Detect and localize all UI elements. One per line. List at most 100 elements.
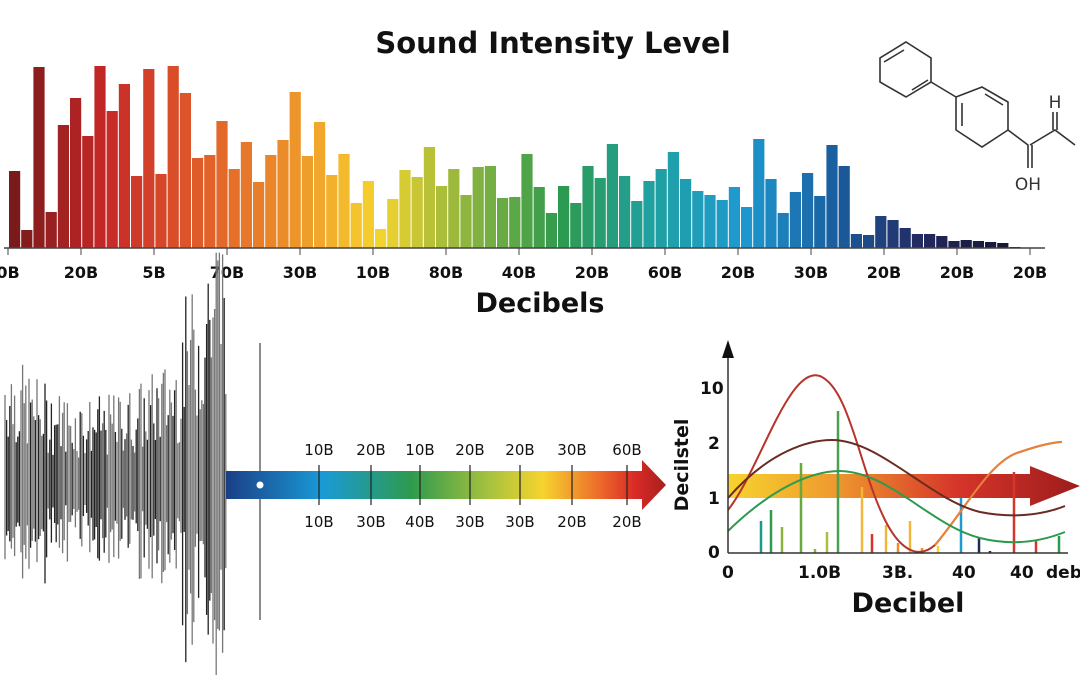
bar <box>789 192 801 248</box>
bar <box>350 203 362 248</box>
bar <box>387 199 399 248</box>
scale-bottom-label: 40B <box>405 513 434 531</box>
bar <box>570 203 582 248</box>
x-tick-label: 70B <box>210 263 244 282</box>
bar <box>948 241 960 248</box>
bar <box>753 139 765 248</box>
bar <box>899 228 911 248</box>
bar <box>143 69 155 248</box>
bar <box>741 207 753 248</box>
bar <box>704 195 716 248</box>
bar <box>814 196 826 248</box>
bar <box>289 92 301 248</box>
scale-marker-dot <box>256 481 264 489</box>
x-tick: 40 <box>1010 563 1034 583</box>
scale-top-label: 10B <box>304 441 333 459</box>
y-axis-arrow-icon <box>722 340 734 358</box>
bar <box>179 93 191 248</box>
bar <box>972 241 984 248</box>
bar <box>338 154 350 248</box>
x-tick-label: 20B <box>867 263 901 282</box>
x-tick-label: 30B <box>794 263 828 282</box>
y-tick: 2 <box>708 434 720 454</box>
x-tick-label: 20B <box>940 263 974 282</box>
bar <box>619 176 631 248</box>
bar <box>423 147 435 248</box>
scale-bottom-label: 30B <box>505 513 534 531</box>
scale-bottom-label: 30B <box>455 513 484 531</box>
bar <box>728 187 740 248</box>
series-line-orange <box>934 441 1063 546</box>
scale-top-label: 20B <box>356 441 385 459</box>
bar <box>509 197 521 248</box>
x-tick-label: 60B <box>648 263 682 282</box>
bar <box>253 182 265 248</box>
y-tick: 1 <box>708 489 720 509</box>
scale-bottom-label: 20B <box>557 513 586 531</box>
waveform <box>4 252 227 675</box>
bar <box>228 169 240 248</box>
x-tick: deb <box>1046 563 1080 583</box>
y-tick: 0 <box>708 543 720 563</box>
bar <box>924 234 936 248</box>
bar <box>582 166 594 248</box>
bar <box>106 111 118 248</box>
scale-bottom-label: 20B <box>612 513 641 531</box>
bar <box>985 242 997 248</box>
series-line-green <box>727 469 1066 544</box>
scale-top-label: 10B <box>405 441 434 459</box>
scale-top-label: 20B <box>455 441 484 459</box>
bar <box>277 140 289 248</box>
bar <box>521 154 533 248</box>
bar <box>680 179 692 248</box>
mini-chart-spikes <box>759 411 1061 553</box>
scale-bottom-label: 30B <box>356 513 385 531</box>
bar <box>887 220 899 248</box>
x-ticks: 0B 20B 5B 70B 30B 10B 80B 40B 20B 60B 20B 30B 20B 20B… <box>0 248 1047 282</box>
x-tick-label: 0B <box>0 263 20 282</box>
scale-top-label: 60B <box>612 441 641 459</box>
bar <box>204 155 216 248</box>
scale-top-label: 20B <box>505 441 534 459</box>
scale-bottom-label: 10B <box>304 513 333 531</box>
bar <box>594 178 606 248</box>
bar <box>643 181 655 248</box>
mini-y-axis-label: Decilstel <box>671 419 693 512</box>
intensity-scale-arrow <box>226 460 666 510</box>
bar <box>448 169 460 248</box>
bar <box>997 243 1009 248</box>
bar <box>545 213 557 248</box>
x-tick-label: 10B <box>356 263 390 282</box>
bar <box>484 166 496 248</box>
bar <box>606 144 618 248</box>
bar <box>94 66 106 248</box>
bar <box>362 181 374 248</box>
bar <box>460 195 472 248</box>
bar <box>558 186 570 248</box>
bar <box>9 171 21 248</box>
bar <box>399 170 411 248</box>
bar <box>314 122 326 248</box>
bar <box>131 176 143 248</box>
bar <box>716 200 728 248</box>
series-line-red <box>727 374 1063 553</box>
bar <box>802 173 814 248</box>
bar <box>692 191 704 248</box>
bar <box>21 230 33 248</box>
bar <box>82 136 94 248</box>
bar <box>301 156 313 248</box>
bar <box>375 229 387 248</box>
x-tick-label: 5B <box>142 263 165 282</box>
bar <box>240 142 252 248</box>
molecule-label-oh: OH <box>1015 175 1041 195</box>
bar <box>33 67 45 248</box>
x-tick-label: 20B <box>1013 263 1047 282</box>
bar <box>45 212 57 248</box>
bar <box>826 145 838 248</box>
bar <box>118 84 130 248</box>
bar <box>411 177 423 248</box>
bar <box>436 186 448 248</box>
bar <box>777 213 789 248</box>
bar <box>667 152 679 248</box>
